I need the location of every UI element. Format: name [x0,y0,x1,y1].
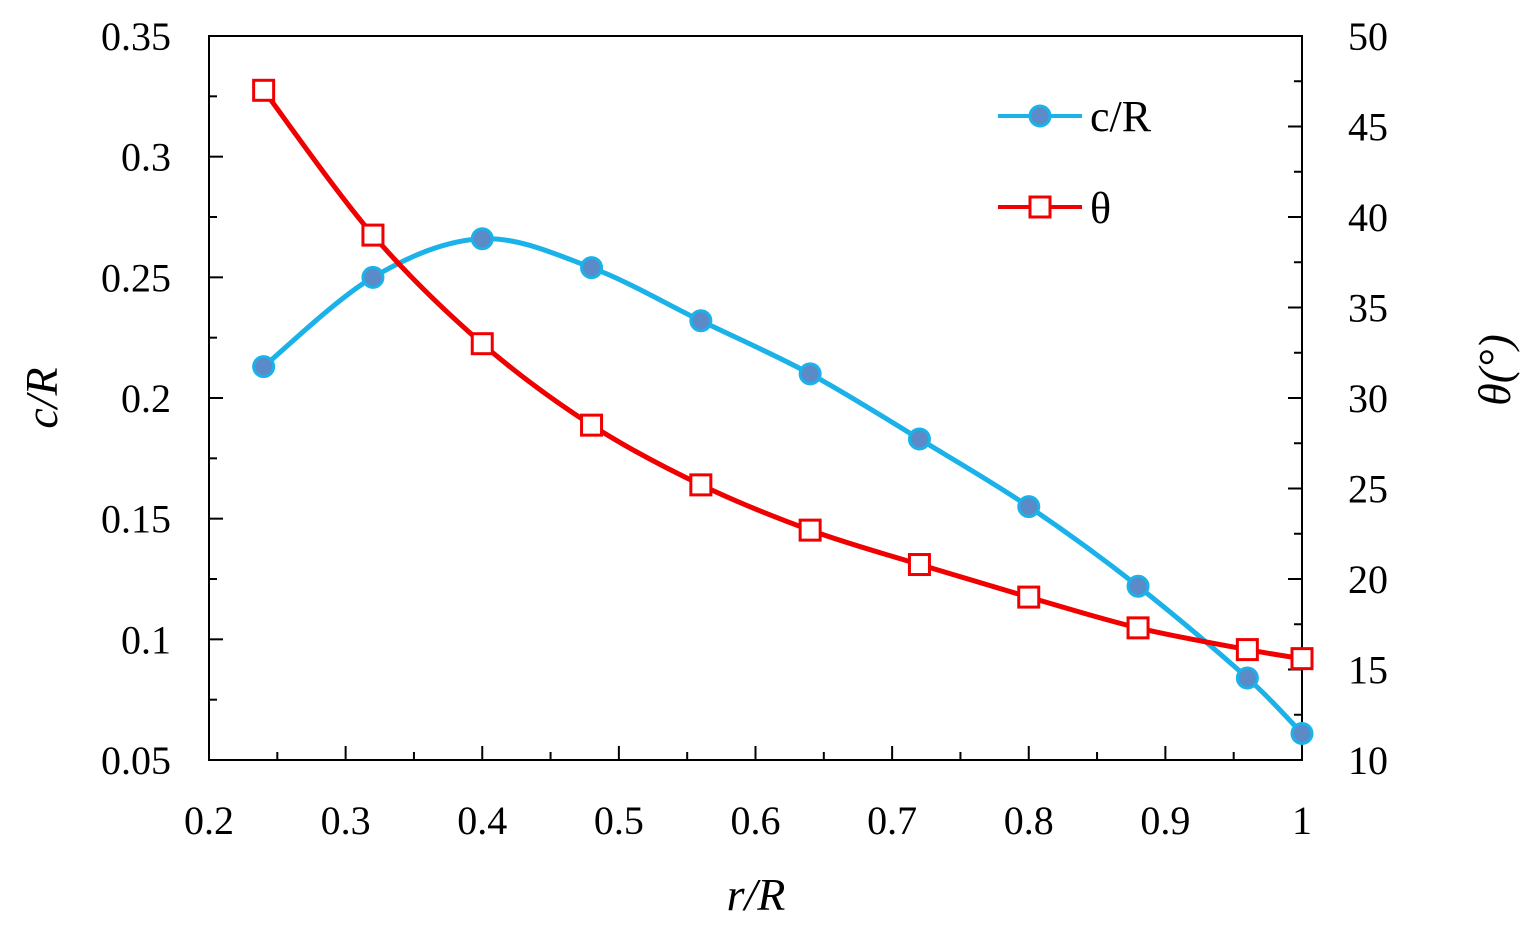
x-tick-label: 0.5 [594,798,644,843]
data-point [1290,647,1314,671]
y-axis-title: c/R [16,367,67,428]
x-tick-label: 0.2 [184,798,234,843]
data-point [580,413,604,437]
series-c-r [252,227,1314,745]
data-point [689,309,713,333]
legend-label-c-r: c/R [1090,92,1152,141]
legend: c/R θ [998,92,1152,233]
data-point [689,473,713,497]
series-line [261,88,1303,662]
x-tick-label: 1 [1292,798,1312,843]
data-point [361,265,385,289]
y2-tick-label: 15 [1348,648,1388,693]
y-tick-label: 0.05 [101,738,171,783]
y2-tick-label: 30 [1348,376,1388,421]
data-point [252,355,276,379]
y-tick-label: 0.3 [121,135,171,180]
series-theta [252,78,1314,671]
y2-tick-label: 25 [1348,467,1388,512]
y2-tick-label: 10 [1348,738,1388,783]
y-tick-label: 0.25 [101,255,171,300]
data-point [361,223,385,247]
y-tick-label: 0.1 [121,617,171,662]
data-point [1126,616,1150,640]
legend-label-theta: θ [1090,184,1111,233]
series-layer [252,78,1314,745]
y2-tick-label: 45 [1348,105,1388,150]
data-point [798,518,822,542]
plot-area [208,35,1303,761]
data-point [798,362,822,386]
data-point [907,427,931,451]
y-tick-label: 0.15 [101,497,171,542]
legend-item-theta: θ [998,184,1111,233]
data-point [580,256,604,280]
y-tick-label: 0.2 [121,376,171,421]
legend-item-c-r: c/R [998,92,1152,141]
data-point [470,332,494,356]
x-axis-title: r/R [727,869,786,920]
plot-frame [208,35,1303,761]
y2-tick-label: 50 [1348,14,1388,59]
data-point [907,553,931,577]
axis-ticks: 0.2 0.3 0.4 0.5 0.6 0.7 0.8 0.9 1 0.05 0.1 0.15 0.2 0… [101,14,1388,843]
y2-tick-label: 40 [1348,195,1388,240]
y2-axis-title: θ(°) [1469,334,1520,406]
y2-tick-label: 35 [1348,286,1388,331]
x-tick-label: 0.6 [731,798,781,843]
x-tick-label: 0.3 [321,798,371,843]
data-point [1017,585,1041,609]
y2-tick-label: 20 [1348,557,1388,602]
data-point [252,78,276,102]
data-point [1017,495,1041,519]
x-tick-label: 0.4 [457,798,507,843]
y-tick-label: 0.35 [101,14,171,59]
series-line [262,236,1304,736]
data-point [1235,666,1259,690]
data-point [1290,721,1314,745]
x-tick-label: 0.7 [867,798,917,843]
data-point [1126,574,1150,598]
x-tick-label: 0.9 [1140,798,1190,843]
x-tick-label: 0.8 [1004,798,1054,843]
data-point [470,227,494,251]
data-point [1235,638,1259,662]
